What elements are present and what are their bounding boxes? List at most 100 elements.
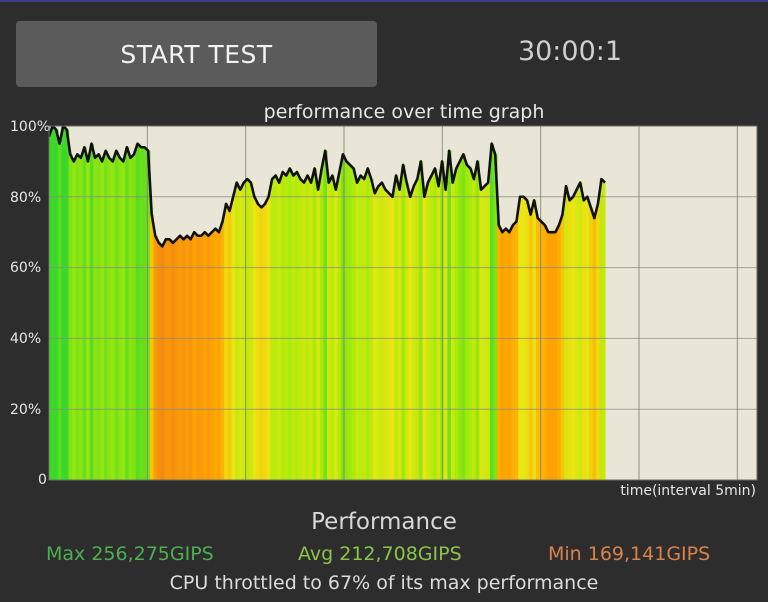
performance-bar bbox=[589, 207, 594, 481]
performance-bar bbox=[458, 161, 463, 480]
performance-bar bbox=[103, 150, 109, 480]
performance-bar bbox=[171, 242, 176, 480]
performance-bar bbox=[89, 143, 94, 480]
performance-bar bbox=[493, 154, 498, 480]
performance-bar bbox=[344, 161, 349, 480]
performance-bar bbox=[454, 168, 459, 481]
performance-bar bbox=[496, 225, 502, 480]
y-tick-label: 0 bbox=[38, 472, 47, 488]
performance-bar bbox=[553, 232, 558, 480]
performance-bar bbox=[500, 232, 505, 480]
performance-bar bbox=[475, 161, 480, 480]
performance-bar bbox=[592, 218, 597, 481]
performance-bar bbox=[447, 150, 452, 480]
performance-bar bbox=[142, 147, 147, 481]
performance-bar bbox=[49, 136, 52, 480]
performance-bar bbox=[543, 225, 548, 480]
performance-bar bbox=[348, 164, 353, 480]
performance-bar bbox=[564, 186, 569, 480]
performance-bar bbox=[401, 164, 406, 480]
performance-bar bbox=[270, 179, 275, 480]
performance-bar bbox=[603, 182, 606, 480]
performance-bar bbox=[528, 214, 533, 480]
performance-bar bbox=[280, 172, 286, 480]
performance-bar bbox=[504, 228, 509, 480]
performance-bar bbox=[394, 175, 399, 480]
performance-bar bbox=[217, 232, 222, 480]
performance-bar bbox=[242, 182, 247, 480]
performance-bar bbox=[199, 235, 204, 480]
performance-bar bbox=[86, 161, 91, 480]
performance-bar bbox=[397, 189, 402, 480]
performance-bar bbox=[341, 154, 346, 480]
performance-bar bbox=[369, 179, 374, 480]
performance-bar bbox=[376, 186, 381, 480]
performance-bar bbox=[203, 232, 208, 480]
performance-bar bbox=[192, 232, 197, 480]
performance-bar bbox=[479, 189, 484, 480]
performance-bar bbox=[284, 175, 289, 480]
performance-bar bbox=[323, 150, 328, 480]
performance-bar bbox=[128, 157, 133, 481]
performance-bar bbox=[277, 182, 282, 480]
performance-bar bbox=[507, 232, 512, 480]
performance-bar bbox=[365, 168, 371, 481]
performance-bar bbox=[50, 126, 55, 480]
performance-bar bbox=[334, 189, 339, 480]
performance-bar bbox=[465, 164, 470, 480]
performance-bar bbox=[291, 175, 296, 480]
performance-bar bbox=[273, 175, 279, 480]
start-test-button[interactable]: START TEST bbox=[16, 21, 377, 87]
performance-bar bbox=[153, 235, 158, 480]
performance-bar bbox=[121, 161, 126, 480]
performance-bar bbox=[387, 193, 392, 480]
performance-bar bbox=[195, 235, 201, 480]
performance-bar bbox=[351, 168, 356, 481]
performance-bar bbox=[79, 157, 84, 481]
performance-bar bbox=[468, 168, 473, 481]
performance-bar bbox=[546, 232, 551, 480]
performance-bar bbox=[298, 179, 303, 480]
performance-bar bbox=[489, 143, 495, 480]
performance-bar bbox=[539, 221, 544, 480]
avg-performance-stat: Avg 212,708GIPS bbox=[298, 543, 462, 565]
test-timer: 30:00:1 bbox=[517, 36, 623, 67]
performance-bar bbox=[234, 182, 240, 480]
performance-bar bbox=[118, 157, 123, 481]
performance-bar bbox=[312, 168, 317, 481]
performance-bar bbox=[436, 186, 441, 480]
performance-bar bbox=[330, 175, 335, 480]
performance-bar bbox=[550, 232, 555, 480]
performance-bar bbox=[532, 200, 537, 480]
performance-bar bbox=[82, 147, 87, 481]
throttle-message: CPU throttled to 67% of its max performa… bbox=[169, 572, 599, 594]
performance-bar bbox=[227, 210, 232, 480]
performance-bar bbox=[355, 182, 360, 480]
performance-bar bbox=[157, 242, 162, 480]
performance-bar bbox=[415, 179, 420, 480]
performance-bar bbox=[404, 182, 410, 480]
performance-bar bbox=[110, 161, 116, 480]
performance-bar bbox=[429, 175, 434, 480]
performance-bar bbox=[362, 179, 367, 480]
performance-bar bbox=[472, 179, 477, 480]
performance-bar bbox=[383, 189, 388, 480]
x-axis-label: time(interval 5min) bbox=[620, 483, 756, 499]
performance-bar bbox=[411, 186, 417, 480]
performance-bar bbox=[178, 235, 183, 480]
y-tick-label: 100% bbox=[10, 119, 51, 135]
performance-bar bbox=[213, 228, 218, 480]
performance-bar bbox=[93, 157, 98, 481]
performance-bar bbox=[181, 239, 186, 480]
performance-bar bbox=[64, 129, 70, 481]
performance-bar bbox=[450, 182, 456, 480]
performance-bar bbox=[373, 193, 378, 480]
performance-bar bbox=[125, 147, 130, 481]
performance-bar bbox=[574, 189, 580, 480]
performance-bar bbox=[256, 203, 261, 480]
performance-bar bbox=[238, 189, 243, 480]
performance-bar bbox=[433, 168, 438, 481]
performance-bar bbox=[514, 221, 519, 480]
performance-bar bbox=[316, 189, 321, 480]
